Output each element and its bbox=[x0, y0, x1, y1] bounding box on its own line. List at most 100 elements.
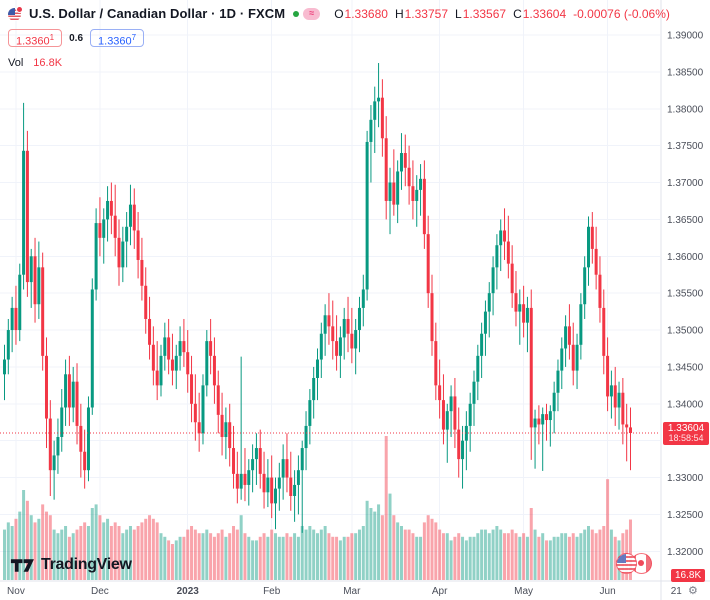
volume-bar bbox=[556, 536, 560, 580]
candle-body bbox=[163, 337, 167, 356]
volume-bar bbox=[296, 536, 300, 580]
volume-bar bbox=[140, 522, 144, 580]
candle-body bbox=[167, 337, 171, 360]
volume-bar bbox=[327, 533, 331, 580]
volume-bar bbox=[491, 529, 495, 580]
candle-body bbox=[71, 381, 75, 408]
volume-bar bbox=[598, 529, 602, 580]
buy-ask-button[interactable]: 1.33607 bbox=[90, 29, 145, 48]
volume-bar bbox=[33, 522, 37, 580]
volume-indicator-label[interactable]: Vol bbox=[8, 57, 24, 69]
time-axis-label: Jun bbox=[600, 586, 616, 597]
volume-bar bbox=[564, 533, 568, 580]
volume-bar bbox=[29, 515, 33, 580]
candle-body bbox=[14, 307, 18, 331]
volume-bar bbox=[419, 536, 423, 580]
candle-body bbox=[369, 119, 373, 142]
candle-body bbox=[529, 307, 533, 428]
candle-body bbox=[407, 167, 411, 187]
candle-body bbox=[239, 473, 243, 489]
volume-bar bbox=[449, 540, 453, 580]
volume-bar bbox=[560, 533, 564, 580]
volume-bar bbox=[445, 533, 449, 580]
volume-bar bbox=[174, 540, 178, 580]
price-axis[interactable] bbox=[661, 0, 710, 581]
candle-body bbox=[411, 186, 415, 201]
gear-icon[interactable]: ⚙ bbox=[688, 585, 698, 597]
candle-body bbox=[338, 337, 342, 356]
volume-bar bbox=[243, 533, 247, 580]
volume-bar bbox=[609, 529, 613, 580]
candle-body bbox=[426, 234, 430, 294]
volume-bar bbox=[193, 529, 197, 580]
pink-flag-icon[interactable]: ≈ bbox=[303, 7, 321, 20]
candle-body bbox=[10, 307, 14, 331]
volume-bar bbox=[503, 533, 507, 580]
volume-bar bbox=[315, 533, 319, 580]
volume-bar bbox=[220, 529, 224, 580]
volume-bar bbox=[373, 511, 377, 580]
volume-bar bbox=[201, 533, 205, 580]
volume-bar bbox=[575, 536, 579, 580]
volume-bar bbox=[346, 536, 350, 580]
candle-body bbox=[144, 285, 148, 319]
market-open-dot-icon bbox=[293, 10, 300, 17]
candle-body bbox=[499, 230, 503, 246]
time-axis[interactable] bbox=[0, 581, 710, 600]
candle-body bbox=[472, 381, 476, 404]
volume-bar bbox=[350, 533, 354, 580]
candle-body bbox=[583, 267, 587, 305]
volume-bar bbox=[495, 526, 499, 580]
volume-bar bbox=[338, 540, 342, 580]
volume-bar bbox=[94, 504, 98, 580]
candle-body bbox=[148, 318, 152, 345]
candle-body bbox=[136, 230, 140, 260]
candle-body bbox=[609, 385, 613, 397]
tradingview-logo[interactable]: TradingView bbox=[10, 556, 132, 574]
volume-bar bbox=[121, 533, 125, 580]
volume-bar bbox=[247, 536, 251, 580]
volume-bar bbox=[594, 533, 598, 580]
candle-body bbox=[621, 392, 625, 425]
candle-body bbox=[594, 248, 598, 275]
candle-body bbox=[6, 330, 10, 360]
volume-bar bbox=[52, 529, 56, 580]
volume-bar bbox=[79, 526, 83, 580]
volume-bar bbox=[125, 529, 129, 580]
candle-body bbox=[277, 477, 281, 489]
volume-bar bbox=[293, 533, 297, 580]
volume-bar bbox=[212, 536, 216, 580]
time-axis-label: Nov bbox=[7, 586, 25, 597]
volume-bar bbox=[186, 529, 190, 580]
volume-bar bbox=[506, 533, 510, 580]
candle-body bbox=[628, 427, 632, 434]
volume-bar bbox=[426, 515, 430, 580]
volume-bar bbox=[163, 536, 167, 580]
volume-bar bbox=[613, 536, 617, 580]
volume-bar bbox=[499, 529, 503, 580]
volume-bar bbox=[331, 536, 335, 580]
candle-body bbox=[90, 289, 94, 408]
volume-bar bbox=[529, 508, 533, 580]
candle-body bbox=[399, 153, 403, 172]
close-value: 1.33604 bbox=[522, 6, 567, 21]
usdcad-pair-flag-icon bbox=[8, 6, 23, 21]
volume-bar bbox=[190, 526, 194, 580]
volume-bar bbox=[64, 526, 68, 580]
candle-body bbox=[461, 440, 465, 460]
candle-body bbox=[86, 407, 90, 471]
volume-bar bbox=[411, 533, 415, 580]
volume-bar bbox=[90, 508, 94, 580]
price-axis-label: 1.34500 bbox=[667, 362, 704, 373]
volume-bar bbox=[392, 515, 396, 580]
volume-bar bbox=[71, 533, 75, 580]
sell-bid-button[interactable]: 1.33601 bbox=[8, 29, 63, 48]
candle-body bbox=[483, 311, 487, 334]
candle-body bbox=[159, 355, 163, 386]
symbol-title[interactable]: U.S. Dollar / Canadian Dollar · 1D · FXC… bbox=[29, 6, 286, 21]
candle-body bbox=[441, 400, 445, 430]
candle-body bbox=[476, 355, 480, 382]
candle-body bbox=[102, 219, 106, 238]
time-axis-label: Feb bbox=[263, 586, 281, 597]
